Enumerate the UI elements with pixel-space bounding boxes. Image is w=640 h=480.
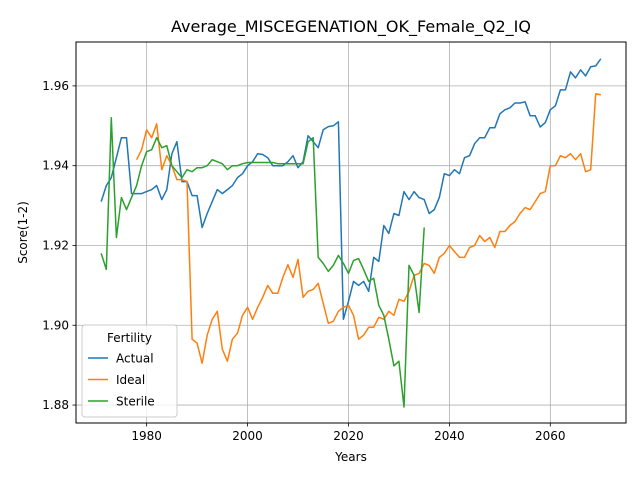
plot-frame xyxy=(75,41,627,424)
grid xyxy=(76,42,626,423)
x-axis: 1980 2000 2020 2040 2060 xyxy=(131,423,566,443)
legend-label-sterile: Sterile xyxy=(116,395,155,409)
legend-title: Fertility xyxy=(107,331,152,345)
legend: Fertility Actual Ideal Sterile xyxy=(81,324,178,418)
x-tick-label: 2060 xyxy=(535,429,566,443)
y-tick-label: 1.96 xyxy=(42,79,69,93)
y-tick-label: 1.88 xyxy=(42,398,69,412)
legend-items: Actual Ideal Sterile xyxy=(88,352,155,409)
x-tick-label: 1980 xyxy=(131,429,162,443)
series-line-sterile xyxy=(100,117,425,408)
x-tick-label: 2040 xyxy=(434,429,465,443)
legend-box xyxy=(81,324,178,418)
x-axis-label: Years xyxy=(334,450,367,464)
y-axis: 1.88 1.90 1.92 1.94 1.96 xyxy=(42,79,76,412)
legend-label-ideal: Ideal xyxy=(116,373,145,387)
legend-label-actual: Actual xyxy=(116,352,154,366)
series-line-ideal xyxy=(135,93,601,364)
series-lines xyxy=(100,58,602,408)
x-tick-label: 2000 xyxy=(232,429,263,443)
x-tick-label: 2020 xyxy=(333,429,364,443)
series-line-actual xyxy=(100,58,602,321)
y-tick-label: 1.92 xyxy=(42,238,69,252)
y-tick-label: 1.90 xyxy=(42,318,69,332)
chart-title: Average_MISCEGENATION_OK_Female_Q2_IQ xyxy=(171,17,531,37)
y-axis-label: Score(1-2) xyxy=(16,201,30,264)
y-tick-label: 1.94 xyxy=(42,159,69,173)
